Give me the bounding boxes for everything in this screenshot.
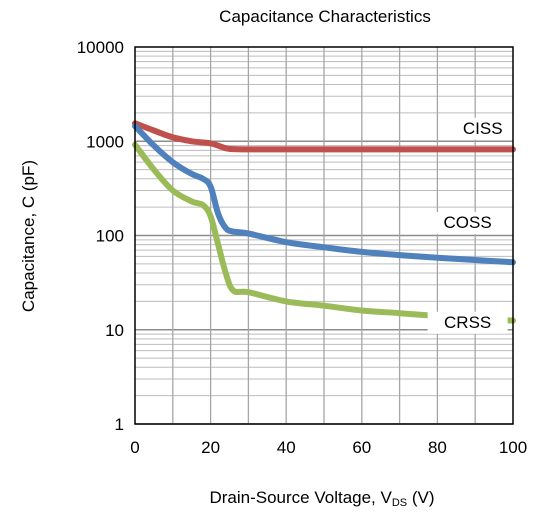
series-line-coss xyxy=(132,123,516,266)
x-axis-ticks: 0 20 40 60 80 100 xyxy=(130,438,527,457)
x-tick-label: 60 xyxy=(352,438,371,457)
x-tick-label: 40 xyxy=(277,438,296,457)
y-tick-label: 1 xyxy=(115,415,124,434)
chart-title: Capacitance Characteristics xyxy=(219,7,431,26)
plot-frame xyxy=(134,46,514,425)
series-label-coss: COSS xyxy=(444,213,492,232)
y-axis-ticks: 1 10 100 1000 10000 xyxy=(77,38,124,434)
y-axis-label: Capacitance, C (pF) xyxy=(19,160,38,312)
series-label-ciss: CISS xyxy=(463,119,503,138)
y-tick-label: 10 xyxy=(105,321,124,340)
series-labels: CISS COSS CRSS xyxy=(427,117,523,334)
y-tick-label: 100 xyxy=(96,227,124,246)
grid xyxy=(135,47,513,425)
series-label-crss: CRSS xyxy=(444,313,491,332)
x-tick-label: 0 xyxy=(130,438,139,457)
x-tick-label: 100 xyxy=(499,438,527,457)
x-axis-label: Drain-Source Voltage, VDS (V) xyxy=(209,488,434,509)
y-tick-label: 1000 xyxy=(86,132,124,151)
series-line-ciss xyxy=(132,120,516,153)
series-label-bg-coss xyxy=(427,212,508,235)
series-line-crss xyxy=(132,141,516,324)
series-lines xyxy=(132,120,516,324)
y-tick-label: 10000 xyxy=(77,38,124,57)
series-label-bg-ciss xyxy=(442,117,523,140)
x-tick-label: 20 xyxy=(201,438,220,457)
x-tick-label: 80 xyxy=(428,438,447,457)
series-label-bg-crss xyxy=(427,311,508,334)
